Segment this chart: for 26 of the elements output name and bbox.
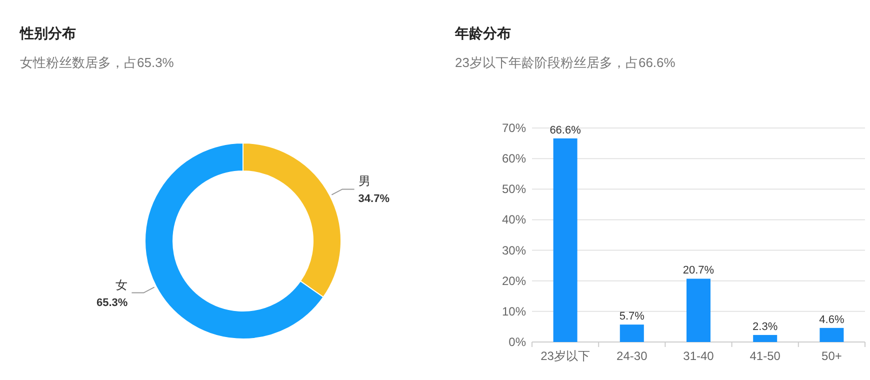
value-label: 20.7% xyxy=(682,264,714,277)
value-label: 5.7% xyxy=(619,310,644,323)
ytick: 50% xyxy=(502,182,526,196)
title: 年龄分布 xyxy=(455,25,511,41)
ytick: 10% xyxy=(502,304,526,318)
subtitle: 女性粉丝数居多，占65.3% xyxy=(20,55,174,70)
xtick: 50+ xyxy=(822,349,842,363)
value-label: 66.6% xyxy=(550,124,581,136)
ytick: 60% xyxy=(502,152,526,166)
value-label: 65.3% xyxy=(96,296,128,309)
ytick: 30% xyxy=(502,243,526,258)
ytick: 20% xyxy=(502,274,526,288)
slice-label: 女 xyxy=(116,278,128,292)
ytick: 70% xyxy=(502,121,526,135)
title: 性别分布 xyxy=(20,25,76,41)
ytick: 40% xyxy=(502,212,526,227)
slice-label: 男 xyxy=(358,174,370,188)
xtick: 31-40 xyxy=(683,349,714,363)
value-label: 4.6% xyxy=(819,314,844,326)
subtitle: 23岁以下年龄阶段粉丝居多，占66.6% xyxy=(455,55,676,70)
value-label: 2.3% xyxy=(752,320,778,333)
xtick: 41-50 xyxy=(750,349,780,363)
value-label: 34.7% xyxy=(358,193,390,206)
xtick: 23岁以下 xyxy=(540,349,590,363)
xtick: 24-30 xyxy=(616,349,648,363)
ytick: 0% xyxy=(508,335,526,349)
